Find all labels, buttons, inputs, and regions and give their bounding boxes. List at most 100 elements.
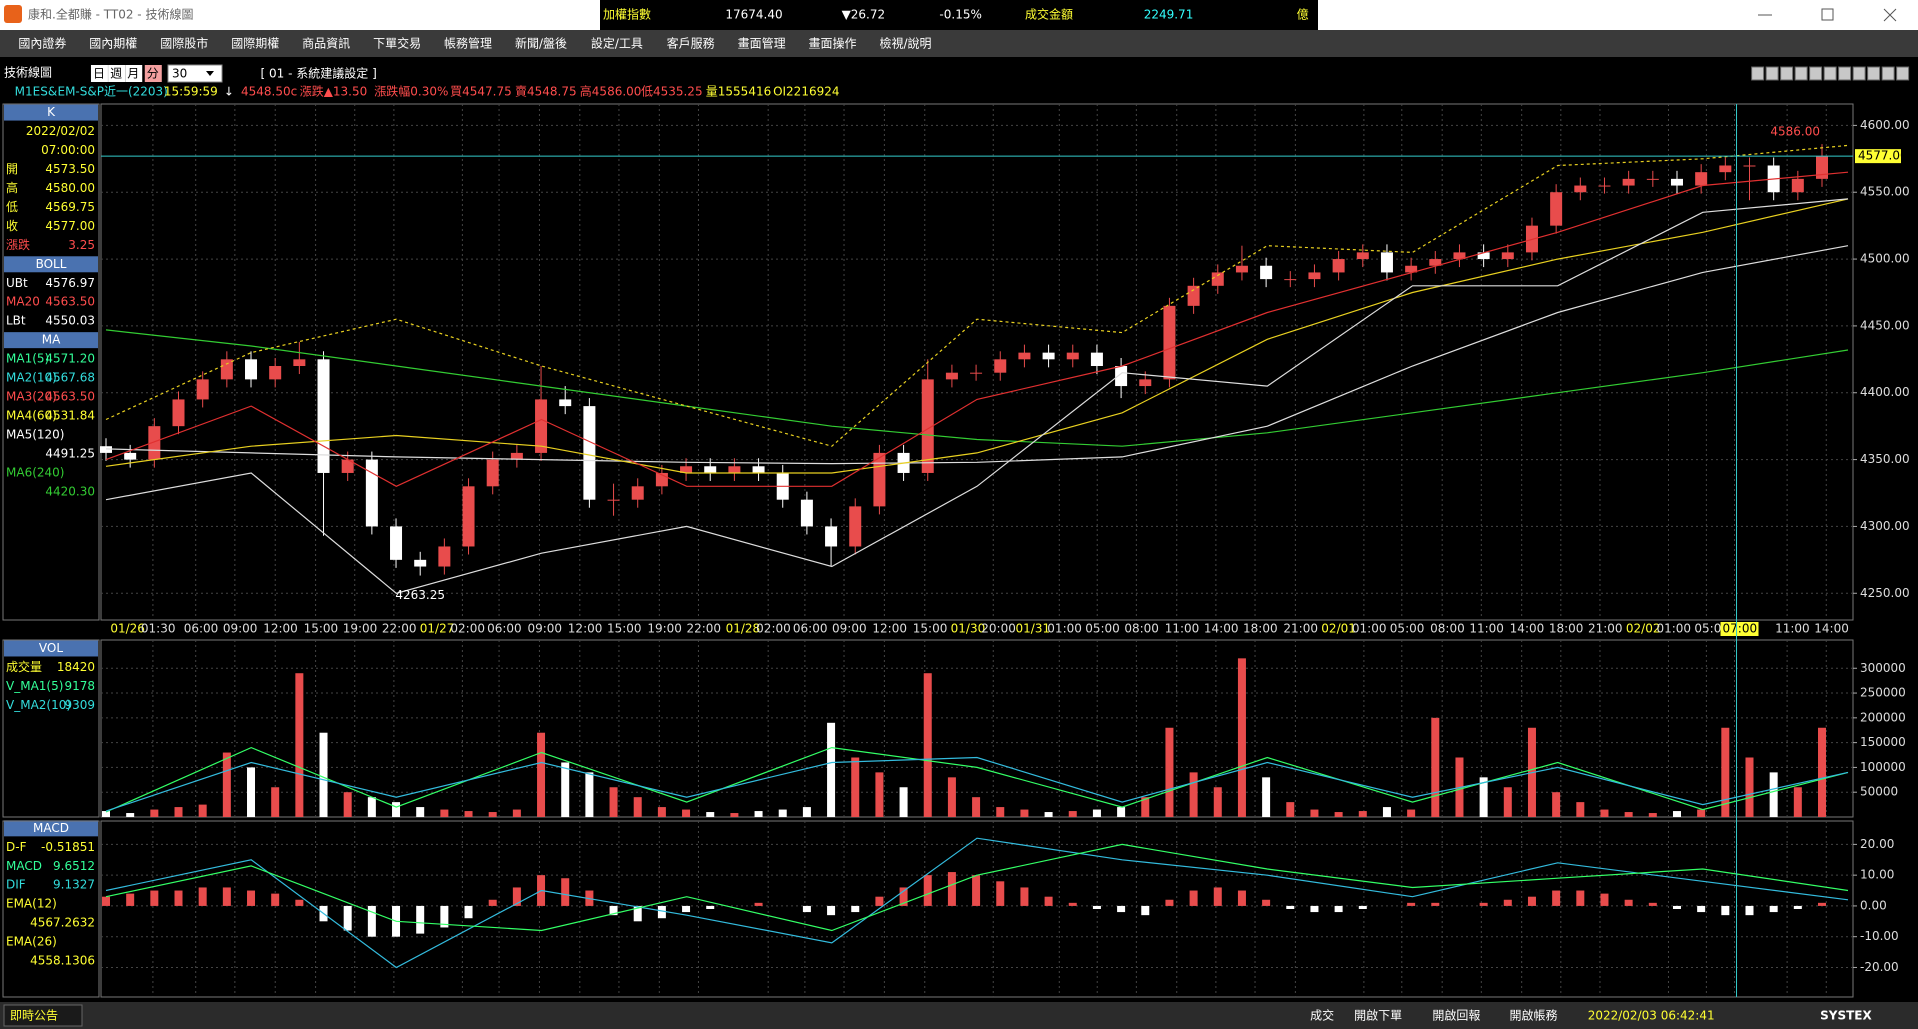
- bar: [996, 807, 1005, 817]
- menu-item[interactable]: 國際股市: [160, 36, 208, 51]
- bar: [1117, 905, 1126, 913]
- tool-icon[interactable]: [1867, 66, 1881, 81]
- period-label[interactable]: 月: [127, 67, 139, 81]
- bar: [1165, 899, 1174, 906]
- candle-body: [172, 399, 185, 427]
- bar: [827, 905, 836, 916]
- candle-body: [849, 506, 862, 547]
- bar: [1092, 905, 1101, 909]
- ticker-item: 加權指數: [603, 7, 651, 22]
- section-title: VOL: [39, 641, 63, 655]
- bar: [851, 757, 860, 817]
- info-value: 9309: [64, 698, 95, 712]
- bar: [1286, 802, 1295, 817]
- bar: [1165, 727, 1174, 817]
- bar: [1721, 905, 1730, 916]
- candle-body: [1308, 272, 1321, 280]
- tool-icon[interactable]: [1823, 66, 1837, 81]
- bar: [561, 762, 570, 817]
- info-value: 4563.50: [45, 390, 95, 404]
- bar: [150, 890, 159, 906]
- bar: [585, 772, 594, 817]
- tool-icon[interactable]: [1794, 66, 1808, 81]
- bar: [1818, 727, 1826, 817]
- candle-body: [1695, 172, 1708, 186]
- bar: [295, 899, 304, 906]
- bar: [827, 722, 836, 817]
- y-tick-label: 4550.00: [1860, 185, 1910, 199]
- x-tick-label: 05:00: [1390, 622, 1425, 636]
- candle-body: [1501, 252, 1514, 260]
- status-button[interactable]: 開啟帳務: [1509, 1008, 1557, 1023]
- bar: [174, 807, 183, 817]
- bar: [1286, 905, 1295, 909]
- section-title: K: [47, 105, 56, 119]
- period-label[interactable]: 週: [110, 67, 122, 81]
- candle-body: [220, 359, 233, 380]
- status-button[interactable]: 成交: [1310, 1008, 1334, 1023]
- menu-item[interactable]: 國內期權: [89, 37, 137, 51]
- menu-item[interactable]: 畫面操作: [809, 36, 857, 51]
- candle-body: [462, 486, 475, 547]
- info-value: 4563.50: [45, 295, 95, 309]
- candle-body: [1477, 252, 1490, 260]
- menu-item[interactable]: 畫面管理: [738, 36, 786, 51]
- period-button[interactable]: [108, 65, 126, 82]
- bar: [1117, 807, 1126, 817]
- close-button[interactable]: [1883, 8, 1897, 22]
- info-value: 4576.97: [45, 276, 95, 290]
- period-label[interactable]: 分: [147, 67, 159, 81]
- y-tick-label: 4600.00: [1860, 118, 1910, 132]
- info-value: 4573.50: [45, 162, 95, 176]
- bar: [1793, 905, 1802, 909]
- menu-item[interactable]: 商品資訊: [302, 36, 350, 51]
- quote-item: EM-S&P近一(2203): [57, 85, 167, 99]
- info-label: DIF: [6, 878, 26, 892]
- status-button[interactable]: 開啟下單: [1354, 1008, 1402, 1023]
- bar: [706, 812, 715, 817]
- interval-value[interactable]: 30: [172, 67, 187, 81]
- info-label: MA5(120): [6, 427, 64, 441]
- bar: [1020, 809, 1029, 817]
- tool-icon[interactable]: [1751, 66, 1765, 81]
- menu-item[interactable]: 國際期權: [231, 37, 279, 51]
- tool-icon[interactable]: [1838, 66, 1852, 81]
- x-tick-label: 01:00: [1047, 622, 1082, 636]
- menu-item[interactable]: 客戶服務: [667, 36, 715, 51]
- bar: [150, 809, 159, 817]
- x-tick-label: 05:00: [1085, 622, 1120, 636]
- tool-icon[interactable]: [1881, 66, 1895, 81]
- bar: [778, 809, 787, 817]
- info-label: EMA(12): [6, 897, 57, 911]
- period-button[interactable]: [90, 65, 108, 82]
- quote-item: 高4586.00: [580, 84, 642, 99]
- x-tick-label: 07:00: [1723, 622, 1758, 636]
- notice-box[interactable]: [3, 1004, 83, 1027]
- bar: [1141, 905, 1150, 916]
- bar: [464, 811, 473, 817]
- brand-label: SYSTEX: [1820, 1009, 1872, 1023]
- info-value: 4567.2632: [30, 916, 95, 930]
- bar: [1721, 727, 1730, 817]
- x-tick-label: 01/26: [110, 622, 145, 636]
- period-button[interactable]: [144, 65, 162, 82]
- restore-button[interactable]: [1821, 8, 1834, 21]
- menu-item[interactable]: 下單交易: [373, 36, 421, 51]
- tool-icon[interactable]: [1809, 66, 1823, 81]
- period-label[interactable]: 日: [93, 67, 105, 81]
- menu-item[interactable]: 檢視/說明: [879, 36, 931, 51]
- menu-item[interactable]: 國內證券: [18, 36, 66, 51]
- period-button[interactable]: [125, 65, 143, 82]
- menu-item[interactable]: 新聞/盤後: [515, 36, 567, 51]
- status-button[interactable]: 開啟回報: [1432, 1008, 1480, 1023]
- interval-select[interactable]: [167, 64, 223, 83]
- notice-label[interactable]: 即時公告: [10, 1009, 58, 1023]
- tool-icon[interactable]: [1852, 66, 1866, 81]
- tool-icon[interactable]: [1765, 66, 1779, 81]
- tool-icon[interactable]: [1896, 66, 1910, 81]
- menu-item[interactable]: 設定/工具: [591, 36, 643, 51]
- menu-item[interactable]: 帳務管理: [444, 36, 492, 51]
- candle-body: [1018, 352, 1031, 360]
- select-arrow[interactable]: [206, 71, 214, 76]
- tool-icon[interactable]: [1780, 66, 1794, 81]
